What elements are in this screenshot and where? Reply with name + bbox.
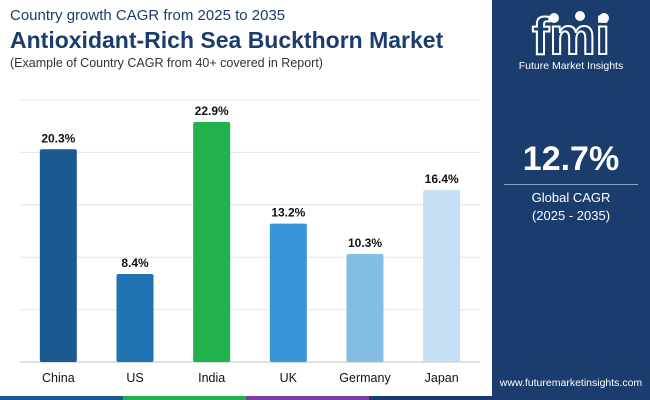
website-link[interactable]: www.futuremarketinsights.com [499, 377, 643, 389]
category-label: Germany [339, 371, 391, 385]
value-label: 13.2% [271, 206, 305, 220]
fmi-logo: fmi [492, 6, 650, 70]
strip-segment [123, 396, 246, 400]
strip-segment [246, 396, 369, 400]
category-label: China [42, 371, 75, 385]
value-label: 22.9% [195, 104, 229, 118]
chart-title: Antioxidant-Rich Sea Buckthorn Market [10, 27, 444, 53]
bar-germany [346, 254, 384, 362]
bottom-color-strip [0, 396, 492, 400]
logo-dot-icon [599, 13, 609, 23]
global-cagr-value: 12.7% [522, 140, 620, 178]
divider [504, 184, 638, 185]
logo-letters: fmi [532, 8, 610, 66]
bars [39, 122, 461, 363]
bar-chart: 20.3% 8.4% 22.9% 13.2% 10.3% 16.4% China US Ind… [20, 99, 480, 385]
logo-icon: fmi [531, 7, 611, 67]
brand-name: Future Market Insights [518, 60, 624, 72]
category-labels: China US India UK Germany Japan [42, 371, 459, 385]
gridlines [20, 99, 480, 363]
logo-dot-icon [575, 11, 585, 21]
value-label: 10.3% [348, 236, 382, 250]
strip-segment [369, 396, 492, 400]
global-cagr-label: Global CAGR [531, 190, 611, 205]
bar-us [116, 273, 154, 362]
header: Country growth CAGR from 2025 to 2035 An… [10, 6, 480, 72]
category-label: India [198, 371, 225, 385]
category-label: US [126, 371, 143, 385]
chart-note: (Example of Country CAGR from 40+ covere… [10, 56, 323, 70]
value-labels: 20.3% 8.4% 22.9% 13.2% 10.3% 16.4% [41, 104, 459, 270]
bar-uk [269, 223, 307, 362]
category-label: Japan [425, 371, 459, 385]
bar-china [39, 149, 77, 362]
bar-japan [423, 190, 461, 362]
chart-subtitle: Country growth CAGR from 2025 to 2035 [10, 7, 286, 24]
bar-india [193, 122, 231, 363]
strip-segment [0, 396, 123, 400]
logo-dot-icon [549, 13, 559, 23]
value-label: 16.4% [425, 172, 459, 186]
category-label: UK [280, 371, 298, 385]
value-label: 20.3% [41, 131, 75, 145]
sidebar: fmi Future Market Insights 12.7% Global … [492, 0, 650, 400]
global-cagr-period: (2025 - 2035) [531, 208, 611, 223]
value-label: 8.4% [121, 256, 149, 270]
